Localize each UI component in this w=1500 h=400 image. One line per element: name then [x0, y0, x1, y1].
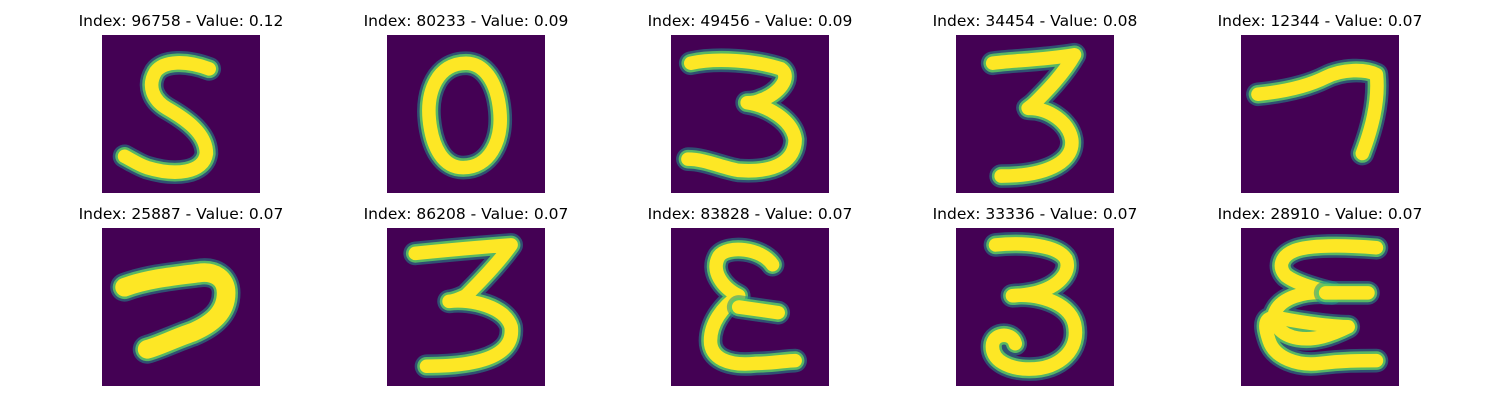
digit-glyph-svg [110, 258, 241, 364]
digit-image [102, 35, 260, 193]
digit-stroke [1259, 239, 1384, 371]
digit-stroke [422, 56, 507, 175]
panel-title: Index: 34454 - Value: 0.08 [932, 12, 1138, 30]
digit-glyph-svg [698, 237, 807, 376]
digit-glyph-svg [417, 51, 513, 180]
digit-glyph-svg [1254, 234, 1389, 376]
digit-stroke [985, 47, 1082, 183]
digit-glyph-svg [676, 48, 807, 183]
digit-image [956, 228, 1114, 386]
digit-glyph-svg [980, 42, 1087, 188]
panel-title: Index: 25887 - Value: 0.07 [78, 205, 284, 223]
panel-title: Index: 12344 - Value: 0.07 [1217, 12, 1423, 30]
digit-stroke [117, 56, 216, 179]
digit-stroke [1251, 63, 1384, 161]
digit-stroke [115, 263, 236, 359]
digit-glyph-svg [1246, 58, 1389, 166]
digit-image [1241, 228, 1399, 386]
digit-stroke [681, 53, 802, 178]
digit-image [671, 228, 829, 386]
panel-title: Index: 96758 - Value: 0.12 [78, 12, 284, 30]
digit-glyph-svg [112, 51, 222, 184]
digit-image [1241, 35, 1399, 193]
digit-image [102, 228, 260, 386]
panel-title: Index: 28910 - Value: 0.07 [1217, 205, 1423, 223]
panel-title: Index: 80233 - Value: 0.09 [363, 12, 569, 30]
digit-glyph-svg [980, 232, 1088, 381]
panel-title: Index: 83828 - Value: 0.07 [647, 205, 853, 223]
digit-stroke [985, 237, 1083, 376]
digit-image [671, 35, 829, 193]
digit-glyph-svg [403, 233, 524, 379]
digit-image [387, 228, 545, 386]
digit-image [956, 35, 1114, 193]
digit-image [387, 35, 545, 193]
digit-stroke [703, 242, 802, 371]
digit-stroke [731, 300, 785, 320]
panel-title: Index: 86208 - Value: 0.07 [363, 205, 569, 223]
digit-stroke [408, 238, 519, 374]
panel-title: Index: 33336 - Value: 0.07 [932, 205, 1138, 223]
panel-title: Index: 49456 - Value: 0.09 [647, 12, 853, 30]
